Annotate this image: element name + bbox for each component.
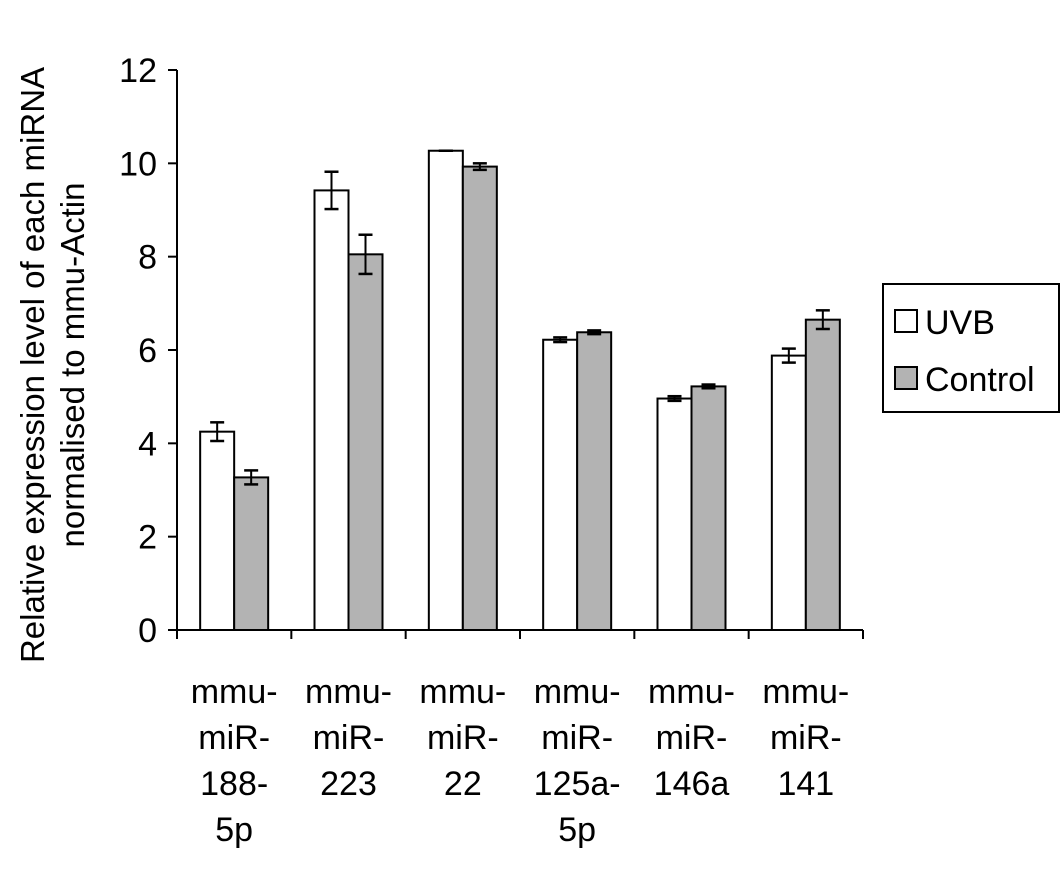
legend-frame	[882, 283, 1060, 413]
error-bar-uvb-0	[210, 421, 225, 443]
bar-control-1	[347, 253, 384, 631]
bar-control-2	[461, 165, 498, 631]
x-category-label: mmu-miR-125a-5p	[534, 673, 621, 849]
error-bar-control-0	[244, 469, 259, 486]
error-bar-control-5	[815, 309, 830, 331]
bar-control-4	[690, 385, 727, 631]
y-tick-label: 2	[138, 519, 157, 557]
y-axis-title: Relative expression level of each miRNA n…	[14, 67, 91, 663]
bar-uvb-1	[313, 189, 350, 631]
bar-control-3	[576, 331, 613, 631]
error-bar-control-4	[701, 383, 716, 390]
y-tick-label: 10	[119, 145, 157, 183]
bar-uvb-2	[427, 149, 464, 631]
bars	[199, 149, 841, 631]
legend-label-uvb: UVB	[925, 304, 995, 342]
y-tick-label: 12	[119, 52, 157, 90]
bar-uvb-4	[656, 397, 693, 631]
x-category-label: mmu-miR-22	[419, 673, 506, 803]
axes	[176, 70, 864, 639]
x-category-label: mmu-miR-146a	[648, 673, 735, 803]
bar-control-0	[233, 476, 270, 631]
error-bars	[210, 149, 830, 486]
error-bar-uvb-4	[667, 394, 682, 403]
x-axis-category-labels: mmu-miR-188-5p mmu-miR-223 mmu-miR-22 mmu-m…	[191, 673, 850, 849]
error-bar-uvb-3	[553, 336, 568, 344]
error-bar-control-3	[587, 329, 602, 336]
x-category-label: mmu-miR-141	[762, 673, 849, 803]
legend: UVB Control	[882, 283, 1060, 413]
y-axis-title-line: normalised to mmu-Actin	[54, 183, 91, 548]
y-axis-title-line: Relative expression level of each miRNA	[14, 67, 51, 663]
y-tick-label: 4	[138, 425, 157, 463]
y-tick-label: 0	[138, 612, 157, 650]
legend-swatch-uvb	[894, 309, 918, 333]
legend-swatch-control	[894, 366, 918, 390]
y-axis-ticks: 0 2 4 6 8 10 12	[119, 52, 177, 650]
error-bar-control-2	[472, 162, 487, 172]
y-tick-label: 6	[138, 332, 157, 370]
bar-uvb-5	[770, 354, 807, 631]
y-tick-label: 8	[138, 239, 157, 277]
error-bar-control-1	[358, 233, 373, 276]
error-bar-uvb-1	[324, 170, 339, 211]
x-category-label: mmu-miR-188-5p	[191, 673, 278, 849]
x-category-label: mmu-miR-223	[305, 673, 392, 803]
error-bar-uvb-5	[781, 347, 796, 364]
bar-control-5	[804, 318, 841, 631]
legend-label-control: Control	[925, 361, 1035, 399]
bar-uvb-3	[542, 338, 579, 631]
bar-uvb-0	[199, 430, 236, 631]
